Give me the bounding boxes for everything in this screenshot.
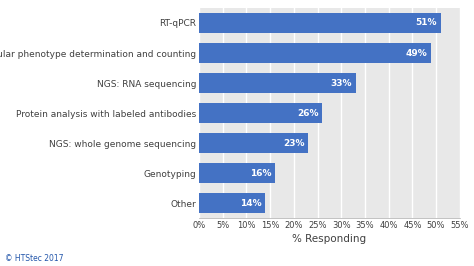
Text: 23%: 23% <box>283 139 304 148</box>
Bar <box>199 73 356 93</box>
Text: 33%: 33% <box>330 78 352 88</box>
Bar <box>199 163 275 183</box>
Bar <box>199 43 431 63</box>
Bar <box>199 133 308 153</box>
Text: 49%: 49% <box>406 48 428 57</box>
Text: 51%: 51% <box>416 19 437 27</box>
Text: © HTStec 2017: © HTStec 2017 <box>5 254 63 263</box>
Text: 14%: 14% <box>240 199 262 207</box>
Bar <box>199 103 322 123</box>
X-axis label: % Responding: % Responding <box>292 234 366 244</box>
Bar <box>199 193 265 213</box>
Bar <box>199 13 441 33</box>
Text: 16%: 16% <box>250 169 271 178</box>
Text: 26%: 26% <box>297 109 319 118</box>
